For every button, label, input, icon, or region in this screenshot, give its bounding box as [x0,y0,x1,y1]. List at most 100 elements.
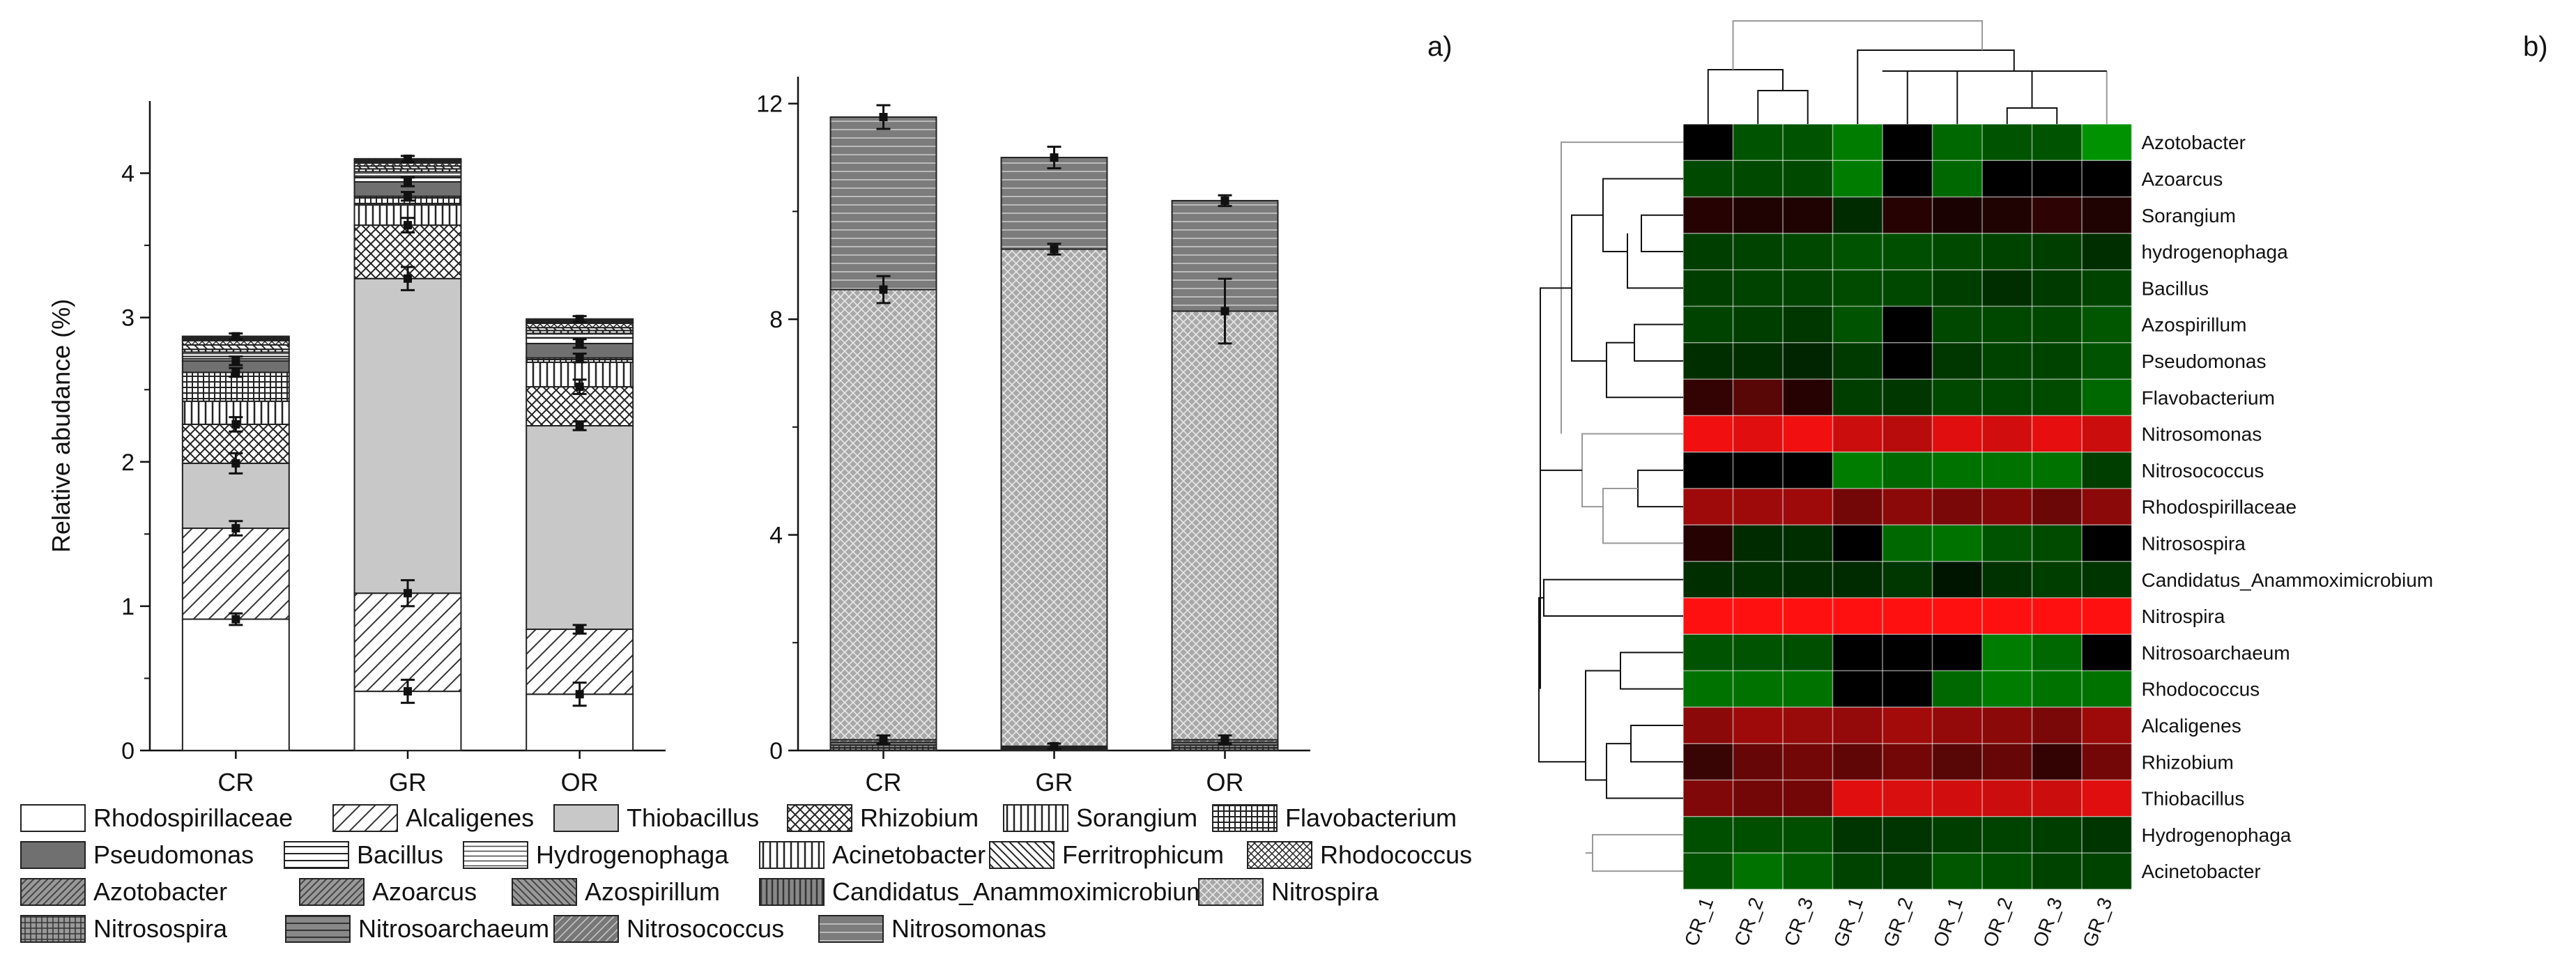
legend-item-azoarcus: Azoarcus [299,877,477,906]
heatmap-cell-azotobacter-gr-3 [2082,124,2132,161]
heatmap-cell-nitrospira-or-3 [2032,597,2082,635]
legend-label: Azoarcus [372,877,477,906]
y-tick-label: 3 [121,305,135,332]
legend-item-azospirillum: Azospirillum [512,877,720,906]
legend-item-nitrosoarchaeum: Nitrosoarchaeum [285,914,549,943]
heatmap-cell-nitrosococcus-cr-1 [1683,452,1733,488]
legend-label: Pseudomonas [93,840,254,869]
heatmap-cell-pseudomonas-or-1 [1932,342,1982,380]
legend-swatch [20,915,86,943]
heatmap-cell-hydrogenophaga-cr-2 [1733,816,1783,853]
row-label-flavobacterium: Flavobacterium [2142,387,2275,408]
heatmap-cell-rhodospirillaceae-gr-3 [2082,488,2132,525]
heatmap-cell-pseudomonas-cr-1 [1683,342,1733,380]
legend-label: Nitrosococcus [627,914,784,943]
heatmap-cell-azoarcus-gr-3 [2082,160,2132,197]
legend-swatch [20,878,86,906]
heatmap-cell-bacillus-gr-3 [2082,270,2132,307]
heatmap-cell-sorangium-gr-2 [1883,197,1933,233]
heatmap-cell-azospirillum-gr-2 [1883,306,1933,343]
column-label-or-1: OR_1 [1929,895,1967,950]
heatmap-cell-rhodococcus-gr-2 [1883,670,1933,707]
heatmap-cell-rhizobium-cr-1 [1683,744,1733,780]
dendrogram-branch [1602,488,1683,544]
heatmap-cell-azotobacter-or-1 [1932,124,1982,161]
heatmap-cell-sorangium-gr-3 [2082,197,2132,233]
error-bar-pseudomonas-gr [401,176,415,187]
heatmap-cell-azotobacter-or-2 [1982,124,2032,161]
error-bar-alcaligenes-cr [229,520,243,537]
legend-swatch [818,915,884,943]
heatmap-cell-bacillus-cr-1 [1683,270,1733,307]
heatmap-cell-thiobacillus-cr-3 [1783,780,1833,817]
error-bar-azospirillum-cr [229,332,243,341]
row-label-nitrosococcus: Nitrosococcus [2142,460,2264,482]
dendrogram-branch [1634,323,1683,362]
row-label-pseudomonas: Pseudomonas [2142,351,2267,372]
heatmap-cell-sorangium-or-3 [2032,197,2082,233]
bar-rhodospirillaceae-cr [181,618,290,751]
stacked-bar-chart-left: 0 1 2 3 4 Relative abudance (%) CR GR OR [47,101,666,796]
heatmap-cell-azospirillum-cr-1 [1683,306,1733,343]
row-label-azospirillum: Azospirillum [2142,314,2247,336]
legend-swatch [989,841,1055,869]
legend-item-hydrogenophaga: Hydrogenophaga [463,840,729,869]
heatmap-cell-nitrosospira-gr-1 [1832,525,1883,562]
heatmap-cell-alcaligenes-gr-2 [1883,707,1933,744]
heatmap-cell-bacillus-or-1 [1932,270,1982,307]
legend-swatch [20,841,86,869]
heatmap-cell-hydrogenophaga-cr-3 [1783,816,1833,853]
legend-item-rhizobium: Rhizobium [787,803,979,832]
heatmap-cell-nitrosomonas-or-1 [1932,415,1982,452]
heatmap-cell-rhodococcus-cr-1 [1683,670,1733,707]
bar-nitrosomonas-cr [829,116,937,291]
heatmap-cell-rhizobium-cr-2 [1733,744,1783,780]
legend-item-nitrosospira: Nitrosospira [20,914,228,943]
heatmap-cell-nitrosococcus-or-1 [1932,452,1982,488]
heatmap-cell-flavobacterium-gr-1 [1832,379,1883,416]
heatmap-cell-nitrosomonas-cr-3 [1783,415,1833,452]
legend-swatch [20,804,86,832]
error-bar-nitrosococcus-cr [876,734,891,746]
heatmap-cell-nitrosoarchaeum-gr-1 [1832,634,1883,671]
heatmap-cell-nitrosoarchaeum-cr-1 [1683,634,1733,671]
legend-label: Hydrogenophaga [536,840,729,869]
heatmap-cell-hydrogenophaga-cr-1 [1683,816,1733,853]
heatmap-cell-sorangium-cr-2 [1733,197,1783,233]
row-label-nitrosomonas: Nitrosomonas [2142,424,2262,445]
heatmap-cell-nitrosospira-gr-2 [1883,525,1933,562]
heatmap-cell-nitrosoarchaeum-or-1 [1932,634,1982,671]
error-bar-nitrosococcus-gr [1047,741,1061,750]
heatmap-cell-azospirillum-cr-2 [1733,306,1783,343]
heatmap-chart: Azotobacter Azoarcus Sorangium hydrogenopha… [1538,20,2433,950]
heatmap-cell-hydrogenophaga-or-2 [1982,233,2032,270]
dendrogram-branch [2006,107,2058,124]
legend-label: Rhodospirillaceae [93,803,293,832]
error-bar-nitrospira-cr [876,275,891,305]
heatmap-cell-hydrogenophaga-gr-2 [1883,233,1933,270]
y-tick-label: 0 [769,738,783,764]
heatmap-cell-rhodococcus-cr-3 [1783,670,1833,707]
legend-label: Azotobacter [93,877,227,906]
heatmap-cell-bacillus-cr-3 [1783,270,1833,307]
error-bar-thiobacillus-cr [229,452,243,475]
heatmap-cell-hydrogenophaga-or-2 [1982,816,2032,853]
heatmap-cell-rhizobium-gr-3 [2082,744,2132,780]
heatmap-cell-thiobacillus-gr-1 [1832,780,1883,817]
heatmap-cell-nitrosomonas-gr-1 [1832,415,1883,452]
heatmap-cell-nitrospira-gr-2 [1883,597,1933,635]
legend-item-sorangium: Sorangium [1003,803,1197,832]
heatmap-cell-azotobacter-gr-2 [1883,124,1933,161]
x-tick-label: OR [561,768,599,796]
heatmap-cell-rhizobium-cr-3 [1783,744,1833,780]
heatmap-cell-candidatus-anammoximicrobium-or-3 [2032,561,2082,598]
heatmap-cell-azospirillum-or-2 [1982,306,2032,343]
dendrogram-branch [1707,69,1784,124]
heatmap-cell-hydrogenophaga-cr-2 [1733,233,1783,270]
heatmap-cell-flavobacterium-gr-3 [2082,379,2132,416]
heatmap-cell-nitrosospira-cr-2 [1733,525,1783,562]
heatmap-cell-flavobacterium-cr-2 [1733,379,1783,416]
error-bar-rhodospirillaceae-gr [401,679,415,705]
bar-thiobacillus-or [526,425,634,631]
heatmap-cell-acinetobacter-gr-3 [2082,853,2132,890]
